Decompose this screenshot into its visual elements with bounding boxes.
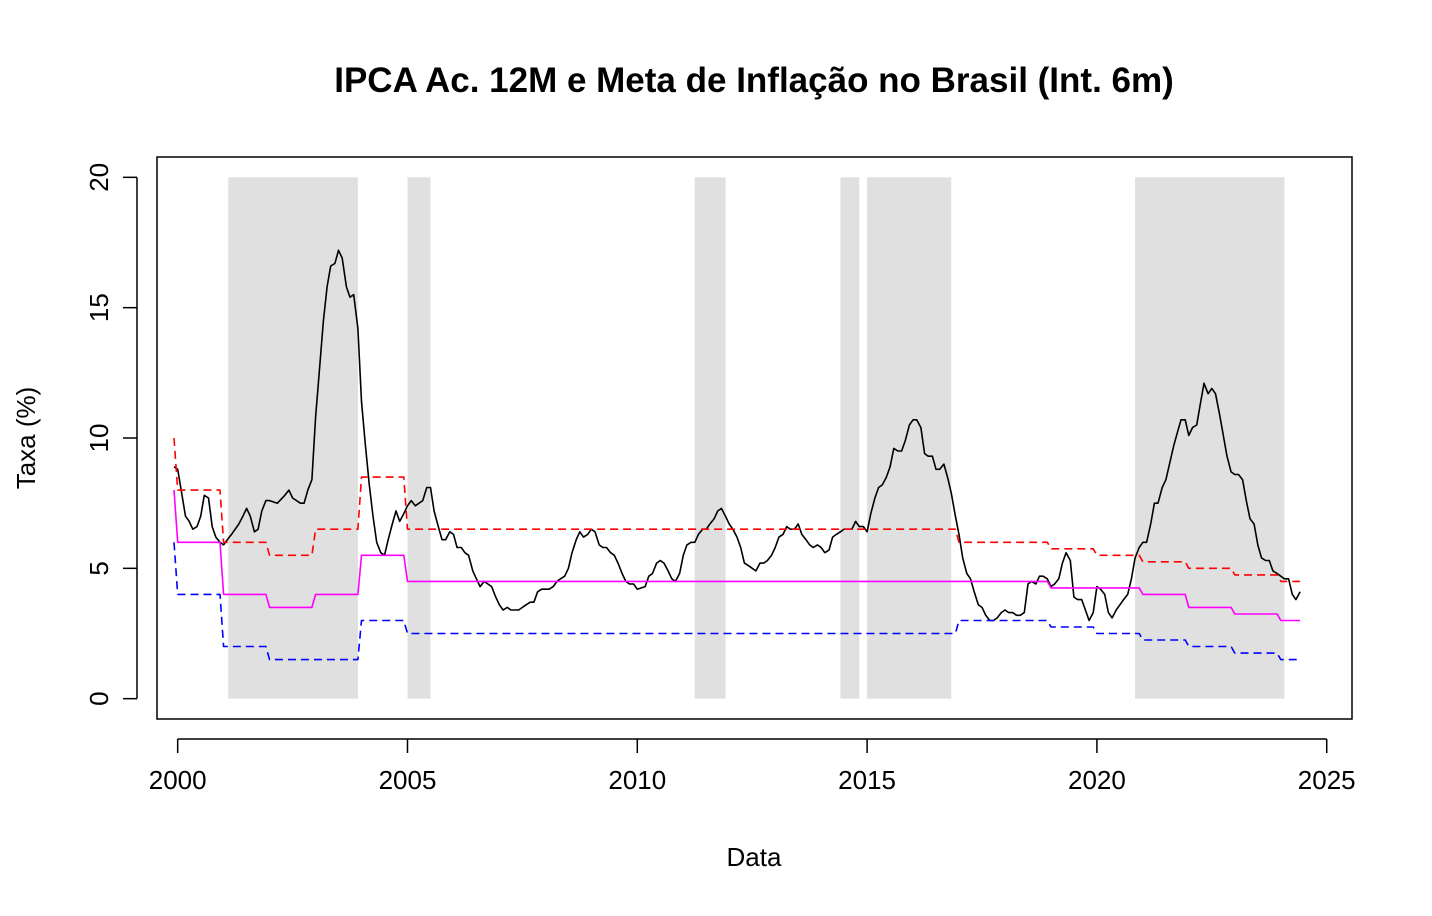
shaded-periods <box>228 177 1285 699</box>
x-tick-label: 2005 <box>379 765 437 795</box>
shaded-period-1 <box>228 177 358 699</box>
x-tick-label: 2020 <box>1068 765 1126 795</box>
series-group <box>173 249 1301 661</box>
y-tick-label: 5 <box>84 561 114 575</box>
x-tick-label: 2000 <box>149 765 207 795</box>
series-line-3 <box>173 437 1301 583</box>
series-line-1 <box>173 249 1301 622</box>
x-tick-label: 2015 <box>838 765 896 795</box>
shaded-period-6 <box>1135 177 1285 699</box>
x-tick-label: 2025 <box>1298 765 1356 795</box>
y-tick-label: 15 <box>84 293 114 322</box>
y-axis: 0 5 10 15 20 <box>84 163 138 706</box>
series-line-2 <box>173 490 1301 622</box>
x-axis: 2000 2005 2010 2015 2020 2025 <box>149 738 1356 795</box>
y-tick-label: 10 <box>84 424 114 453</box>
x-axis-label: Data <box>727 842 782 872</box>
y-tick-label: 0 <box>84 691 114 705</box>
plot-frame <box>156 156 1353 720</box>
y-axis-label: Taxa (%) <box>11 387 41 490</box>
y-tick-label: 20 <box>84 163 114 192</box>
shaded-period-5 <box>867 177 952 699</box>
chart-title: IPCA Ac. 12M e Meta de Inflação no Brasi… <box>334 61 1174 100</box>
x-tick-label: 2010 <box>608 765 666 795</box>
shaded-period-2 <box>407 177 431 699</box>
shaded-period-3 <box>694 177 726 699</box>
shaded-period-4 <box>840 177 860 699</box>
